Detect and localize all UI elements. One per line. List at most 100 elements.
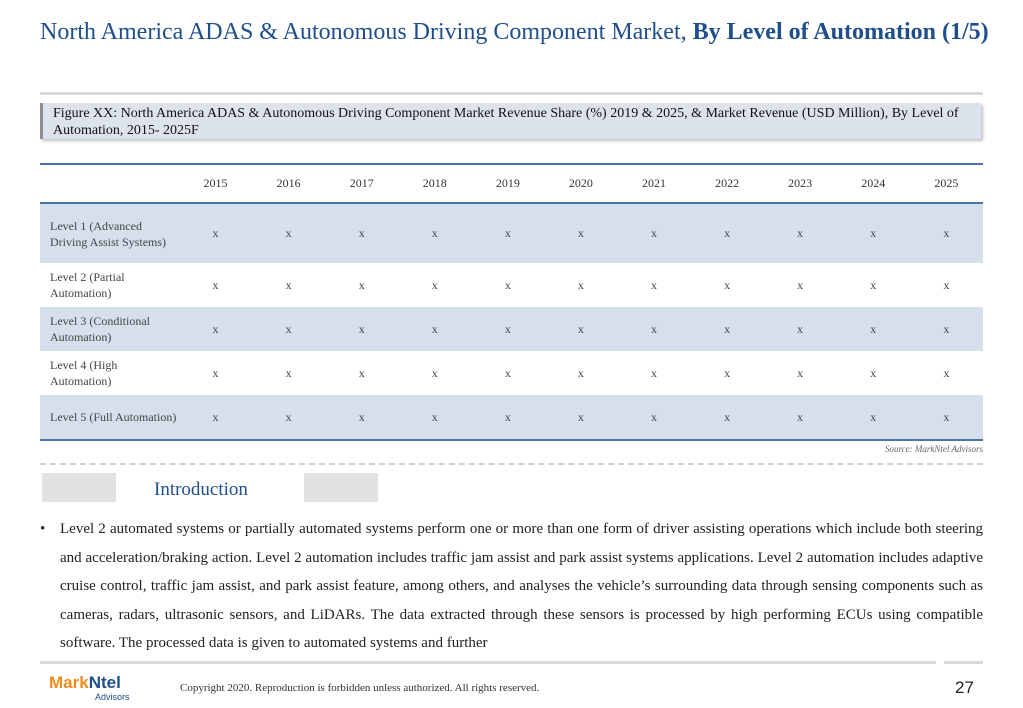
title-bold: By Level of Automation (1/5) bbox=[692, 19, 989, 45]
table-cell: x bbox=[252, 307, 326, 351]
figure-caption: Figure XX: North America ADAS & Autonomo… bbox=[40, 103, 981, 139]
column-header: 2021 bbox=[617, 164, 691, 204]
row-label: Level 3 (Conditional Automation) bbox=[40, 307, 179, 351]
table-cell: x bbox=[797, 365, 804, 380]
table-cell: x bbox=[398, 395, 472, 440]
column-header: 2017 bbox=[325, 164, 399, 204]
column-header: 2023 bbox=[763, 164, 837, 204]
column-header: 2022 bbox=[690, 164, 764, 204]
table-cell: x bbox=[909, 395, 983, 440]
table-cell: x bbox=[398, 307, 472, 351]
table-cell: x bbox=[763, 395, 837, 440]
table-cell: x bbox=[909, 307, 983, 351]
source-note: Source: MarkNtel Advisors bbox=[885, 444, 983, 454]
table-cell: x bbox=[358, 277, 365, 292]
footer-divider-right bbox=[944, 661, 983, 664]
table-cell: x bbox=[471, 203, 545, 263]
column-header: 2018 bbox=[398, 164, 472, 204]
markntel-logo: MarkNtel Advisors bbox=[49, 673, 130, 702]
bullet-paragraph: • Level 2 automated systems or partially… bbox=[40, 515, 983, 658]
row-label: Level 4 (High Automation) bbox=[50, 358, 118, 388]
table-cell: x bbox=[724, 277, 731, 292]
footer-divider bbox=[40, 661, 936, 664]
table-cell: x bbox=[398, 203, 472, 263]
table-cell: x bbox=[325, 307, 399, 351]
row-label: Level 2 (Partial Automation) bbox=[50, 270, 125, 300]
section-decoration-left bbox=[42, 473, 116, 502]
table-header-row: 2015 2016 2017 2018 2019 2020 2021 2022 … bbox=[40, 164, 983, 204]
table-cell: x bbox=[870, 365, 877, 380]
page-number: 27 bbox=[955, 678, 974, 697]
table-cell: x bbox=[836, 203, 910, 263]
table-row: Level 2 (Partial Automation) x x x x x x… bbox=[40, 263, 983, 307]
table-cell: x bbox=[690, 395, 764, 440]
table-cell: x bbox=[943, 365, 950, 380]
table-cell: x bbox=[544, 203, 618, 263]
table-cell: x bbox=[504, 365, 511, 380]
table-cell: x bbox=[252, 203, 326, 263]
table-cell: x bbox=[617, 395, 691, 440]
table-cell: x bbox=[651, 277, 657, 292]
copyright-text: Copyright 2020. Reproduction is forbidde… bbox=[180, 682, 540, 694]
logo-text-mark: Mark bbox=[49, 673, 89, 692]
table-row: Level 4 (High Automation) x x x x x x x … bbox=[40, 351, 983, 395]
column-header: 2020 bbox=[544, 164, 618, 204]
column-header: 2025 bbox=[909, 164, 983, 204]
table-cell: x bbox=[325, 203, 399, 263]
table-cell: x bbox=[909, 203, 983, 263]
table-cell: x bbox=[797, 277, 804, 292]
market-table: 2015 2016 2017 2018 2019 2020 2021 2022 … bbox=[40, 163, 983, 441]
table-cell: x bbox=[577, 365, 584, 380]
table-cell: x bbox=[763, 203, 837, 263]
table-cell: x bbox=[690, 203, 764, 263]
table-cell: x bbox=[651, 365, 657, 380]
title-regular: North America ADAS & Autonomous Driving … bbox=[40, 19, 693, 45]
table-cell: x bbox=[763, 307, 837, 351]
table-cell: x bbox=[179, 203, 253, 263]
title-divider bbox=[40, 92, 983, 95]
table-cell: x bbox=[358, 365, 365, 380]
table-cell: x bbox=[471, 395, 545, 440]
table-cell: x bbox=[544, 307, 618, 351]
table-cell: x bbox=[617, 307, 691, 351]
table-cell: x bbox=[325, 395, 399, 440]
table-cell: x bbox=[212, 277, 219, 292]
table-cell: x bbox=[544, 395, 618, 440]
column-header: 2016 bbox=[252, 164, 326, 204]
table-cell: x bbox=[870, 277, 877, 292]
table-cell: x bbox=[504, 277, 511, 292]
section-decoration-right bbox=[304, 473, 378, 502]
table-row: Level 3 (Conditional Automation) x x x x… bbox=[40, 307, 983, 351]
section-title: Introduction bbox=[154, 479, 248, 500]
table-cell: x bbox=[285, 365, 292, 380]
logo-text-advisors: Advisors bbox=[95, 692, 130, 702]
svg-text:MarkNtel: MarkNtel bbox=[49, 673, 121, 692]
header-label-cell bbox=[40, 164, 179, 204]
table-cell: x bbox=[836, 395, 910, 440]
table-cell: x bbox=[179, 307, 253, 351]
table-cell: x bbox=[431, 277, 438, 292]
row-label: Level 5 (Full Automation) bbox=[40, 395, 179, 440]
table-cell: x bbox=[471, 307, 545, 351]
table-cell: x bbox=[836, 307, 910, 351]
table-cell: x bbox=[179, 395, 253, 440]
table-cell: x bbox=[285, 277, 292, 292]
column-header: 2024 bbox=[836, 164, 910, 204]
bullet-text: Level 2 automated systems or partially a… bbox=[60, 521, 983, 652]
section-divider bbox=[40, 463, 983, 465]
table-row: Level 5 (Full Automation) x x x x x x x … bbox=[40, 395, 983, 440]
column-header: 2019 bbox=[471, 164, 545, 204]
table-cell: x bbox=[617, 203, 691, 263]
table-cell: x bbox=[577, 277, 584, 292]
table-cell: x bbox=[252, 395, 326, 440]
table-cell: x bbox=[724, 365, 731, 380]
table-cell: x bbox=[690, 307, 764, 351]
logo-text-ntel: Ntel bbox=[89, 673, 121, 692]
row-label: Level 1 (Advanced Driving Assist Systems… bbox=[40, 203, 179, 263]
table-cell: x bbox=[212, 365, 219, 380]
table-cell: x bbox=[431, 365, 438, 380]
column-header: 2015 bbox=[179, 164, 253, 204]
page-title: North America ADAS & Autonomous Driving … bbox=[40, 14, 990, 50]
table-row: Level 1 (Advanced Driving Assist Systems… bbox=[40, 203, 983, 263]
table-cell: x bbox=[943, 277, 950, 292]
